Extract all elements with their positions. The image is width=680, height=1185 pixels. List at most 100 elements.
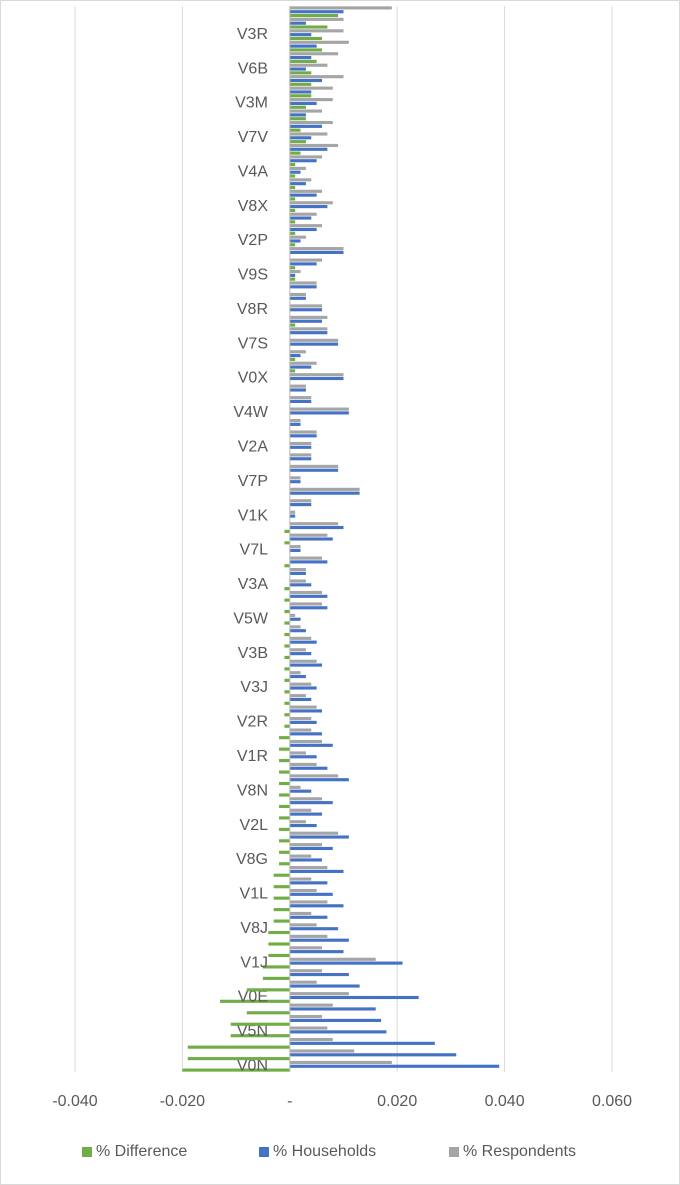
bar — [289, 583, 312, 587]
bar — [289, 1015, 323, 1019]
bar — [289, 984, 360, 988]
bar — [289, 648, 306, 652]
legend-label: % Households — [273, 1143, 376, 1160]
y-tick-label: V7L — [240, 542, 269, 559]
bar — [289, 774, 339, 778]
bar — [279, 827, 290, 831]
bar — [289, 182, 306, 186]
bar — [289, 820, 306, 824]
bar — [289, 338, 339, 342]
bar — [289, 755, 317, 759]
bar — [289, 881, 328, 885]
bar — [289, 640, 317, 644]
y-tick-label: V8G — [236, 851, 268, 868]
y-tick-label: V3R — [237, 26, 268, 43]
bar — [289, 1037, 333, 1042]
bar — [289, 269, 301, 274]
bar — [289, 109, 323, 113]
bar — [279, 736, 290, 740]
bar — [289, 778, 349, 782]
bar — [289, 365, 312, 369]
bar — [289, 216, 312, 220]
bar — [187, 1045, 290, 1049]
bar — [268, 953, 290, 958]
bar — [289, 247, 344, 251]
bar — [289, 717, 312, 721]
y-tick-label: V3A — [238, 576, 269, 593]
bar — [289, 866, 328, 870]
x-tick-label: -0.040 — [52, 1093, 97, 1110]
y-tick-label: V1R — [237, 748, 268, 765]
bar — [284, 598, 290, 602]
bar — [289, 117, 306, 121]
y-tick-label: V2R — [237, 714, 268, 731]
y-tick-label: V4A — [238, 163, 269, 180]
bar — [289, 957, 376, 961]
bar — [279, 862, 290, 866]
bar — [289, 801, 333, 805]
bar — [289, 613, 296, 617]
y-tick-label: V8N — [237, 782, 268, 799]
legend-swatch — [259, 1147, 269, 1157]
bar — [289, 636, 312, 640]
y-tick-label: V2P — [238, 232, 268, 249]
bar — [289, 48, 323, 52]
bar — [279, 759, 290, 763]
bar — [289, 888, 317, 893]
bar — [289, 434, 317, 438]
legend-swatch — [82, 1147, 92, 1157]
bar — [289, 468, 339, 472]
bar — [289, 946, 323, 950]
bar — [289, 250, 344, 255]
bar — [289, 101, 317, 105]
bar — [289, 973, 349, 977]
bar — [284, 713, 290, 717]
y-tick-label: V4W — [233, 404, 269, 421]
bar — [289, 361, 317, 365]
bar — [289, 277, 296, 281]
bar — [289, 457, 312, 461]
bar — [289, 281, 317, 285]
bar — [289, 969, 323, 973]
bar — [289, 1003, 333, 1007]
bar — [279, 781, 290, 786]
bar — [262, 976, 290, 980]
bar — [289, 140, 306, 144]
y-tick-label: V0X — [238, 370, 269, 387]
bar — [289, 652, 312, 656]
bar — [289, 629, 306, 633]
bar — [289, 262, 317, 266]
bar — [284, 632, 290, 637]
bar — [289, 533, 328, 537]
bar — [289, 686, 317, 690]
bar — [289, 545, 301, 549]
bar — [289, 308, 323, 312]
bar — [289, 82, 312, 86]
bar — [289, 231, 296, 235]
bar — [289, 151, 301, 155]
bar — [289, 407, 349, 411]
bar — [289, 1060, 392, 1065]
bar — [289, 464, 339, 468]
bar — [289, 430, 317, 434]
bar — [289, 915, 328, 919]
bar — [289, 923, 317, 927]
bar — [289, 224, 323, 228]
bar — [289, 227, 317, 232]
bar — [289, 174, 296, 178]
bar — [279, 850, 290, 854]
bar — [289, 315, 328, 319]
bar — [268, 930, 290, 935]
bar — [273, 908, 290, 912]
bar — [289, 674, 306, 679]
legend-swatch — [449, 1147, 459, 1157]
y-tick-label: V1L — [240, 886, 269, 903]
bar — [289, 266, 296, 270]
bar — [289, 445, 312, 449]
bar — [289, 201, 333, 205]
bar — [289, 384, 306, 388]
bar — [289, 10, 344, 14]
bar — [284, 690, 290, 694]
y-tick-label: V0E — [238, 989, 268, 1006]
